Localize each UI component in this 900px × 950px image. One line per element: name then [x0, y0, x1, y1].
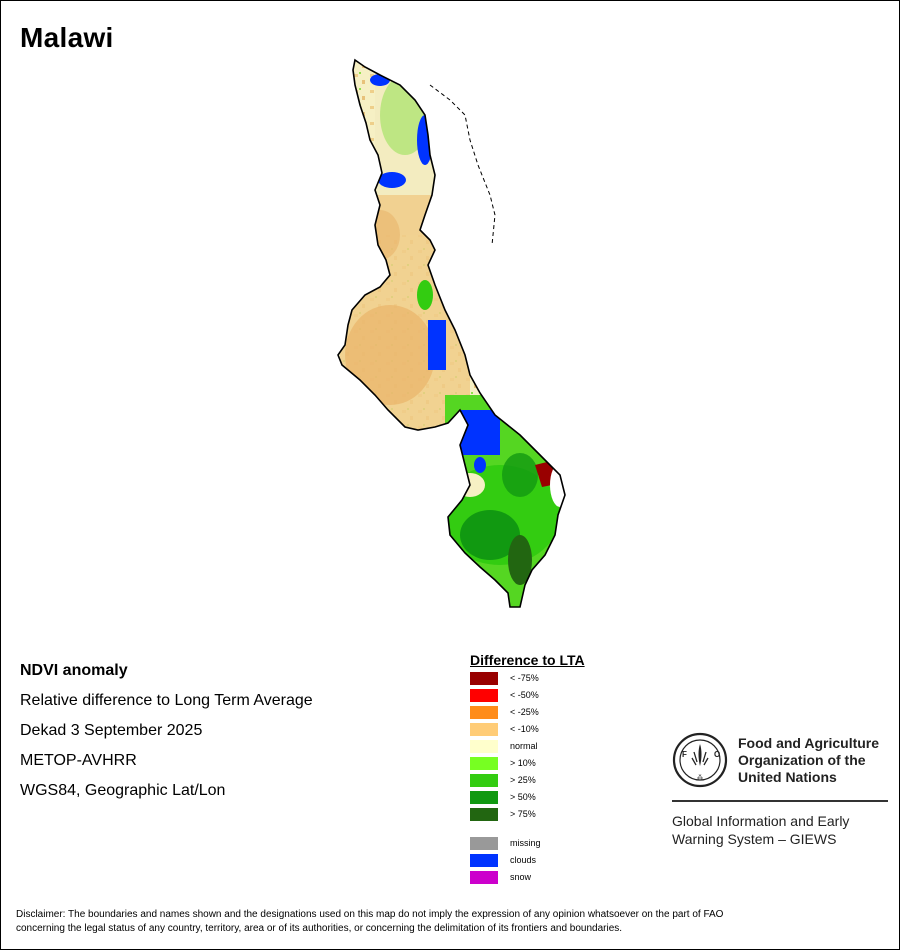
legend-swatch	[470, 706, 498, 719]
disclaimer-line-1: Disclaimer: The boundaries and names sho…	[16, 909, 724, 920]
legend-swatch	[470, 871, 498, 884]
info-line-1: Relative difference to Long Term Average	[20, 692, 313, 709]
legend-swatch	[470, 689, 498, 702]
svg-text:O: O	[714, 750, 720, 759]
fao-name-line-3: United Nations	[738, 769, 837, 785]
giews-line-1: Global Information and Early	[672, 813, 850, 829]
svg-text:F: F	[682, 750, 687, 759]
fao-name-line-2: Organization of the	[738, 752, 866, 768]
legend-swatch	[470, 774, 498, 787]
legend-label: < -10%	[510, 724, 539, 734]
legend-label: > 10%	[510, 758, 536, 768]
map-title: Malawi	[20, 22, 114, 53]
disclaimer-line-2: concerning the legal status of any count…	[16, 923, 623, 934]
legend-swatch	[470, 723, 498, 736]
legend-swatch	[470, 672, 498, 685]
legend-label: missing	[510, 838, 541, 848]
legend-label: < -75%	[510, 673, 539, 683]
info-line-2: Dekad 3 September 2025	[20, 722, 203, 739]
fao-divider	[672, 800, 888, 802]
legend-title: Difference to LTA	[470, 652, 585, 668]
info-heading: NDVI anomaly	[20, 662, 128, 679]
legend-swatch	[470, 791, 498, 804]
map-info-block: NDVI anomaly Relative difference to Long…	[20, 656, 313, 806]
map-legend: Difference to LTA < -75% < -50% < -25% < -1…	[470, 652, 585, 892]
legend-label: > 25%	[510, 775, 536, 785]
disclaimer: Disclaimer: The boundaries and names sho…	[16, 908, 886, 936]
legend-swatch	[470, 854, 498, 867]
legend-label: clouds	[510, 855, 537, 865]
legend-label: < -50%	[510, 690, 539, 700]
fao-organization-name: Food and Agriculture Organization of the…	[738, 735, 879, 786]
info-line-4: WGS84, Geographic Lat/Lon	[20, 782, 226, 799]
ndvi-anomaly-map	[337, 58, 566, 608]
giews-name: Global Information and Early Warning Sys…	[672, 812, 849, 848]
legend-label: < -25%	[510, 707, 539, 717]
country-boundary	[337, 58, 566, 608]
legend-swatch	[470, 740, 498, 753]
legend-label: normal	[510, 741, 538, 751]
fao-logo-icon: F O ⁂	[672, 732, 728, 788]
giews-line-2: Warning System – GIEWS	[672, 831, 837, 847]
legend-label: snow	[510, 872, 532, 882]
legend-label: > 50%	[510, 792, 536, 802]
svg-text:⁂: ⁂	[697, 775, 703, 781]
lake-shoreline	[429, 84, 496, 246]
legend-swatch	[470, 808, 498, 821]
info-line-3: METOP-AVHRR	[20, 752, 137, 769]
legend-swatch	[470, 757, 498, 770]
fao-name-line-1: Food and Agriculture	[738, 735, 880, 751]
legend-swatch	[470, 837, 498, 850]
legend-label: > 75%	[510, 809, 536, 819]
